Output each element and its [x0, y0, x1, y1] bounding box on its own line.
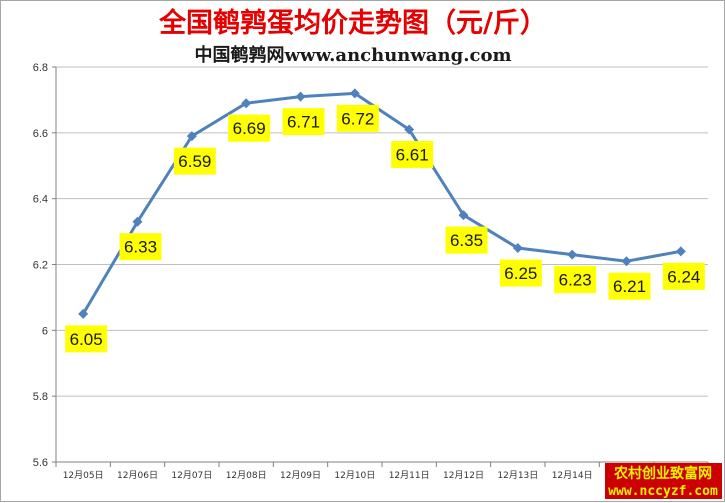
- data-label-box: [282, 108, 325, 136]
- data-label-box: [662, 262, 705, 290]
- watermark: 农村创业致富网 www.nccyzf.com: [605, 463, 722, 499]
- data-label-box: [65, 325, 108, 353]
- y-tick-label: 6.2: [33, 260, 48, 272]
- data-label-box: [445, 226, 488, 254]
- chart-title: 全国鹌鹑蛋均价走势图（元/斤）: [158, 7, 547, 39]
- watermark-site-name: 农村创业致富网: [613, 465, 712, 482]
- y-tick-label: 6.8: [33, 62, 48, 74]
- x-tick-label: 12月06日: [117, 470, 158, 481]
- watermark-box: [605, 463, 722, 499]
- y-tick-label: 6: [42, 325, 48, 337]
- chart-subtitle: 中国鹌鹑网www.anchunwang.com: [194, 44, 511, 66]
- data-label: 6.61: [396, 146, 429, 165]
- x-tick-label: 12月07日: [171, 470, 212, 481]
- x-tick-label: 12月13日: [497, 470, 538, 481]
- data-label-box: [499, 259, 542, 287]
- data-point: [675, 246, 686, 257]
- data-label: 6.21: [613, 277, 646, 296]
- data-label-box: [336, 104, 379, 132]
- y-axis: 5.6 5.8 6 6.2 6.4 6.6 6.8: [33, 62, 57, 469]
- data-label-box: [554, 266, 597, 294]
- data-label-box: [391, 141, 434, 169]
- data-label-box: [228, 114, 271, 142]
- data-point: [404, 124, 415, 135]
- data-point: [621, 256, 632, 267]
- data-label: 6.33: [124, 238, 157, 257]
- data-point: [241, 98, 252, 109]
- x-tick-label: 12月14日: [552, 470, 593, 481]
- data-label: 6.72: [341, 109, 374, 128]
- x-tick-label: 12月08日: [226, 470, 267, 481]
- watermark-url: www.nccyzf.com: [608, 484, 718, 499]
- data-point: [132, 216, 143, 227]
- x-tick-label: 12月09日: [280, 470, 321, 481]
- data-point: [512, 243, 523, 254]
- data-point: [295, 91, 306, 102]
- data-label: 6.71: [287, 113, 320, 132]
- data-point: [567, 249, 578, 260]
- data-label: 6.05: [70, 330, 103, 349]
- data-label-box: [608, 272, 651, 300]
- y-tick-label: 6.4: [33, 194, 48, 206]
- data-labels: 6.05 6.33 6.59 6.69 6.71 6.72 6.61 6.35 6.25 6.23…: [65, 104, 705, 353]
- data-point: [78, 308, 89, 319]
- y-tick-label: 6.6: [33, 128, 48, 140]
- data-point: [458, 210, 469, 221]
- data-label: 6.59: [178, 152, 211, 171]
- data-point: [186, 131, 197, 142]
- y-tick-label: 5.8: [33, 391, 48, 403]
- data-label: 6.24: [667, 267, 700, 286]
- x-tick-label: 12月11日: [389, 470, 430, 481]
- data-label: 6.35: [450, 231, 483, 250]
- data-label: 6.69: [233, 119, 266, 138]
- data-label: 6.23: [559, 271, 592, 290]
- data-label: 6.25: [504, 264, 537, 283]
- x-tick-label: 12月12日: [443, 470, 484, 481]
- x-tick-label: 12月10日: [334, 470, 375, 481]
- data-label-box: [173, 147, 216, 175]
- y-tick-label: 5.6: [33, 457, 48, 469]
- data-label-box: [119, 233, 162, 261]
- data-point: [349, 88, 360, 99]
- gridlines: [56, 66, 708, 463]
- x-tick-label: 12月05日: [63, 470, 104, 481]
